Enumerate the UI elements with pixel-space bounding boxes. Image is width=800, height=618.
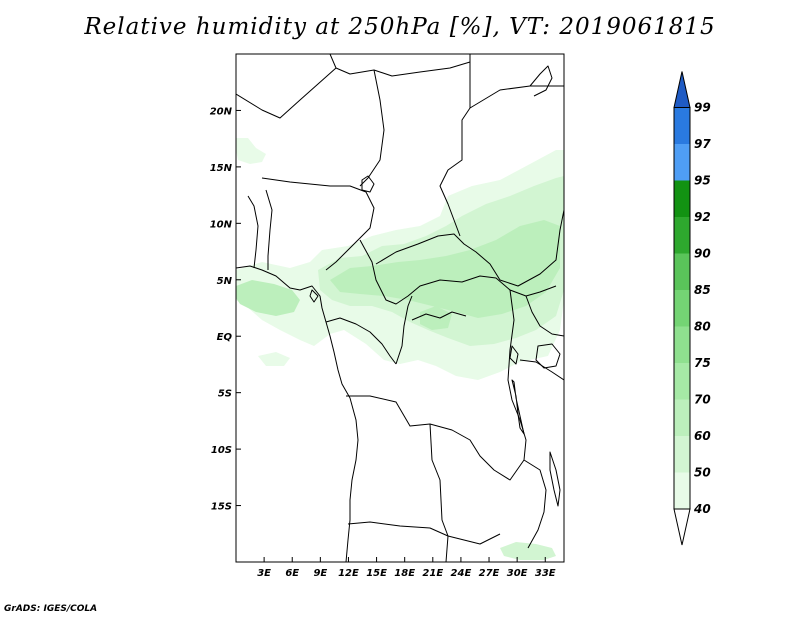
humidity-region-core [330, 220, 560, 318]
colorbar-segment [674, 107, 690, 144]
colorbar-segment [674, 144, 690, 181]
car-sudan-border [375, 233, 501, 281]
lake-tanganyika-outline [511, 379, 525, 435]
drc-eastern-border [507, 289, 527, 461]
congo-river-trace [411, 311, 467, 321]
chart-title: Relative humidity at 250hPa [%], VT: 201… [84, 14, 716, 40]
lon-tick-label: 6E [285, 568, 299, 579]
lon-tick-label: 21E [422, 568, 443, 579]
colorbar-segment [674, 217, 690, 254]
lat-tick-label: 5S [218, 389, 232, 400]
lon-tick-label: 18E [394, 568, 415, 579]
colorbar-segment [674, 326, 690, 363]
humidity-region-gulf-patch [258, 352, 290, 366]
lon-tick-label: 24E [451, 568, 472, 579]
grads-credit: GrADS: IGES/COLA [4, 604, 98, 614]
colorbar-level-label: 60 [694, 429, 711, 443]
red-sea-coastline [529, 65, 553, 97]
lake-albert-outline [509, 345, 519, 365]
lon-tick-label: 15E [366, 568, 387, 579]
latitude-axis: 20N 15N 10N 5N EQ 5S 10S 15S [210, 106, 241, 513]
zambia-malawi-border [523, 459, 547, 549]
lon-tick-label: 9E [313, 568, 327, 579]
lat-tick-label: 5N [217, 276, 233, 287]
lat-tick-label: 15S [211, 502, 232, 513]
humidity-region-west-core [236, 280, 300, 316]
colorbar-level-label: 85 [694, 283, 711, 297]
colorbar-level-label: 90 [694, 247, 711, 261]
colorbar-low-triangle [673, 508, 691, 546]
colorbar-segment [674, 399, 690, 436]
colorbar-level-label: 40 [693, 502, 711, 516]
lon-tick-label: 27E [479, 568, 500, 579]
northern-border-1 [236, 54, 337, 119]
colorbar-level-label: 80 [694, 320, 711, 334]
colorbar-level-label: 70 [694, 393, 711, 407]
colorbar-level-label: 75 [694, 356, 711, 370]
west-africa-coastline [236, 265, 359, 562]
nigeria-border [261, 177, 375, 271]
niger-chad-border [359, 69, 385, 187]
benin-togo-border [265, 189, 273, 270]
lat-tick-label: 10S [211, 445, 232, 456]
colorbar-outline [673, 107, 691, 510]
humidity-region-southern-patch [500, 542, 556, 560]
south-sudan-border [499, 209, 564, 287]
colorbar-level-label: 97 [694, 137, 711, 151]
humidity-region-north-patch [236, 138, 266, 164]
colorbar-high-triangle [673, 71, 691, 108]
coastlines-borders [236, 54, 564, 562]
lake-malawi-outline [549, 451, 561, 507]
lon-tick-label: 30E [507, 568, 528, 579]
colorbar-legend: 40 50 60 70 75 80 85 90 92 95 97 99 [673, 71, 711, 546]
namibia-border [347, 521, 501, 545]
colorbar-segment [674, 363, 690, 400]
libya-egypt-border [469, 85, 564, 109]
colorbar-level-label: 92 [694, 210, 711, 224]
uganda-kenya-border [525, 295, 564, 337]
congo-gabon-border [325, 317, 397, 365]
angola-zambia-border [429, 423, 449, 562]
colorbar-segment [674, 180, 690, 217]
humidity-region-mid-speckle [420, 306, 452, 330]
lon-tick-label: 33E [535, 568, 556, 579]
lat-tick-label: 20N [210, 106, 233, 117]
northern-border-2 [335, 54, 471, 77]
lake-chad-outline [361, 175, 375, 193]
cameroon-car-border [359, 239, 557, 305]
colorbar-segment [674, 290, 690, 327]
colorbar-level-label: 50 [694, 466, 711, 480]
lat-tick-label: EQ [217, 332, 233, 343]
humidity-field [236, 138, 564, 560]
lat-tick-label: 15N [210, 163, 233, 174]
colorbar-level-label: 95 [694, 174, 711, 188]
colorbar-segment [674, 472, 690, 509]
tanzania-border [519, 359, 564, 381]
colorbar-segment [674, 253, 690, 290]
lake-victoria-outline [535, 343, 561, 369]
chad-sudan-border [439, 54, 471, 237]
ghana-border [247, 195, 259, 269]
lon-tick-label: 12E [338, 568, 359, 579]
congo-river-border [395, 295, 413, 365]
west-coast-inlet [309, 289, 319, 303]
drc-southern-border [346, 395, 525, 481]
map-frame [235, 53, 565, 563]
lon-tick-label: 3E [257, 568, 271, 579]
longitude-axis: 3E 6E 9E 12E 15E 18E 21E 24E 27E 30E 33E [257, 557, 556, 579]
lat-tick-label: 10N [210, 219, 233, 230]
colorbar-segment [674, 436, 690, 473]
colorbar-level-label: 99 [694, 101, 711, 115]
